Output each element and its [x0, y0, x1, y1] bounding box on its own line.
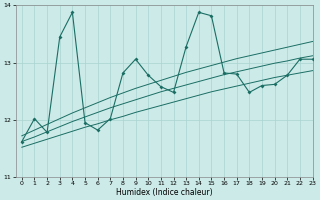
X-axis label: Humidex (Indice chaleur): Humidex (Indice chaleur): [116, 188, 212, 197]
